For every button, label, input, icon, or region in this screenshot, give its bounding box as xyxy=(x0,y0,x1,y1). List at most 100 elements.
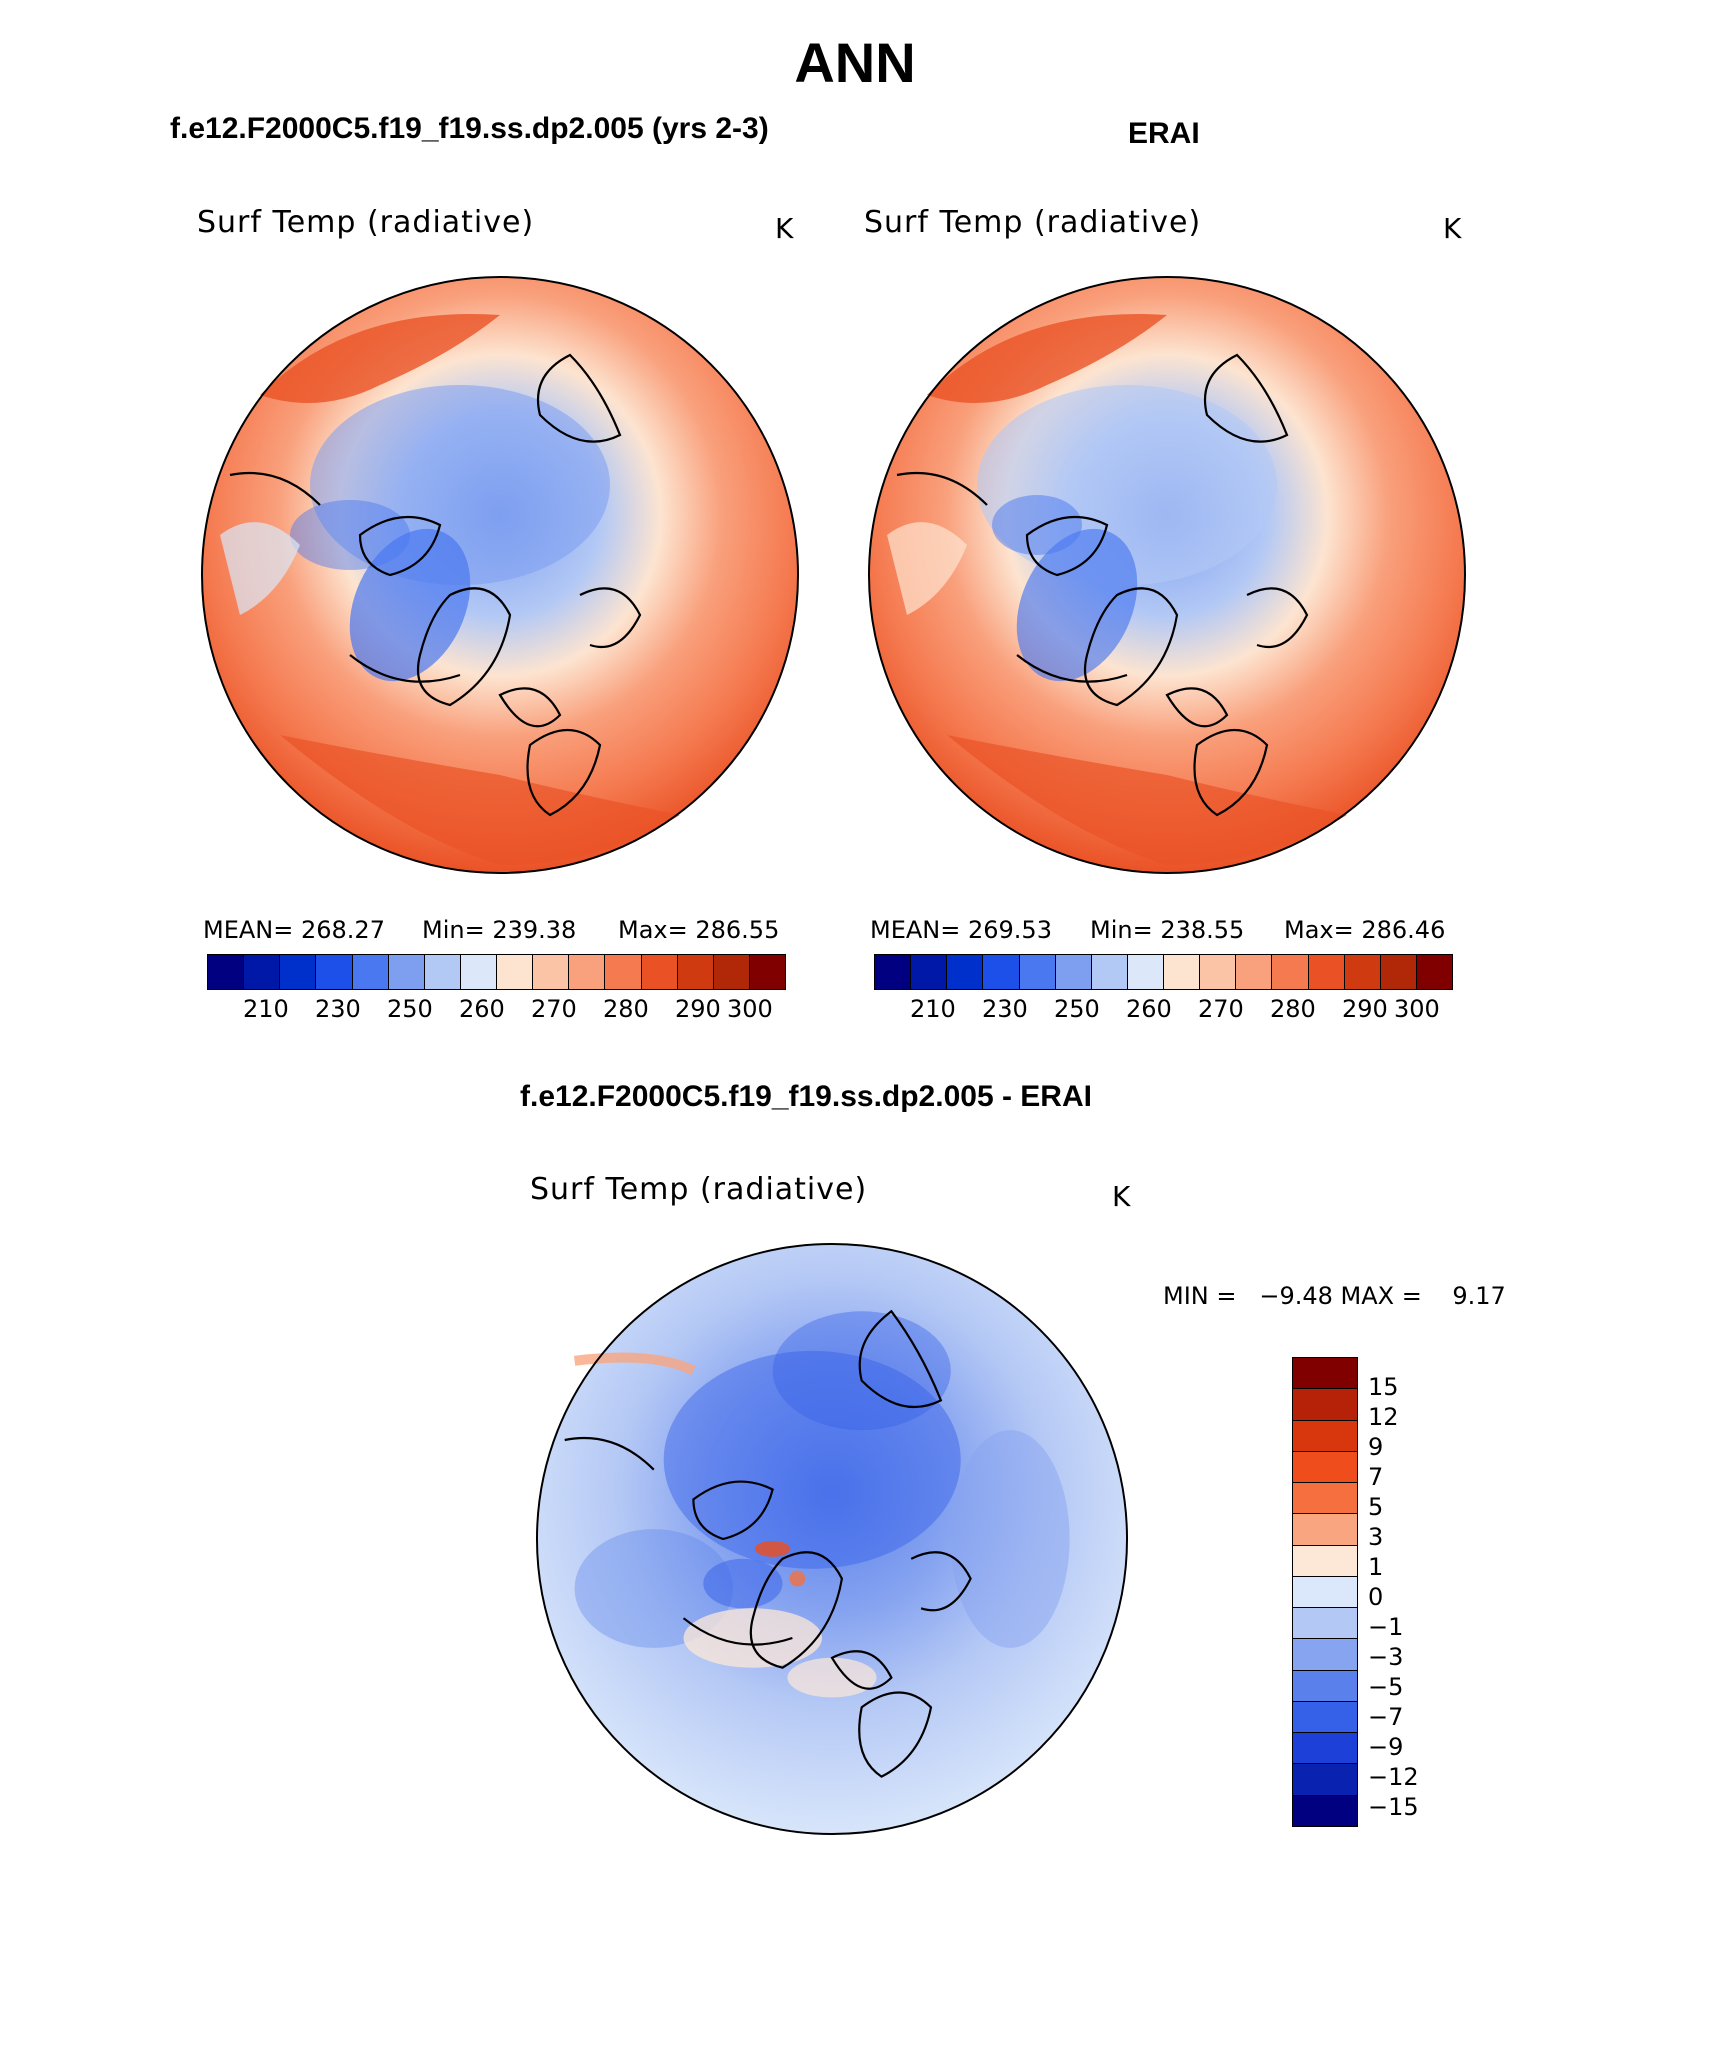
obs-cbar-tick: 260 xyxy=(1126,995,1172,1023)
obs-cbar-tick: 300 xyxy=(1394,995,1440,1023)
diff-colorbar-swatch xyxy=(1293,1420,1357,1452)
model-units: K xyxy=(775,212,794,245)
diff-colorbar-swatch xyxy=(1293,1701,1357,1734)
diff-cbar-tick: 7 xyxy=(1368,1463,1384,1491)
obs-polar-map xyxy=(868,276,1466,874)
diff-cbar-tick: 3 xyxy=(1368,1523,1384,1551)
obs-colorbar-swatch xyxy=(1127,955,1164,989)
diff-cbar-tick: −5 xyxy=(1368,1673,1404,1701)
diff-cbar-tick: −3 xyxy=(1368,1643,1404,1671)
model-max: Max= 286.55 xyxy=(618,916,780,944)
diff-cbar-tick: −12 xyxy=(1368,1763,1419,1791)
diff-min-max: MIN = −9.48 MAX = 9.17 xyxy=(1163,1282,1506,1310)
model-cbar-tick: 210 xyxy=(243,995,289,1023)
obs-colorbar xyxy=(874,954,1453,990)
diff-colorbar xyxy=(1292,1357,1358,1827)
obs-colorbar-swatch xyxy=(1344,955,1381,989)
diff-cbar-tick: −9 xyxy=(1368,1733,1404,1761)
model-cbar-tick: 260 xyxy=(459,995,505,1023)
obs-colorbar-swatch xyxy=(911,955,948,989)
model-colorbar-swatch xyxy=(569,955,606,989)
obs-case-title: ERAI xyxy=(1128,117,1200,150)
obs-colorbar-swatch xyxy=(1272,955,1309,989)
model-colorbar-swatch xyxy=(713,955,750,989)
model-case-title: f.e12.F2000C5.f19_f19.ss.dp2.005 (yrs 2-… xyxy=(170,112,769,145)
obs-colorbar-swatch xyxy=(983,955,1020,989)
obs-mean: MEAN= 269.53 xyxy=(870,916,1052,944)
diff-plot-label: Surf Temp (radiative) xyxy=(530,1172,868,1207)
diff-colorbar-swatch xyxy=(1293,1451,1357,1484)
model-colorbar-swatch xyxy=(208,955,245,989)
obs-colorbar-swatch xyxy=(1164,955,1201,989)
diff-cbar-tick: 12 xyxy=(1368,1403,1399,1431)
model-cbar-tick: 300 xyxy=(727,995,773,1023)
model-colorbar-swatch xyxy=(424,955,461,989)
obs-colorbar-swatch xyxy=(1200,955,1237,989)
diff-colorbar-swatch xyxy=(1293,1795,1357,1826)
diff-colorbar-swatch xyxy=(1293,1483,1357,1515)
obs-colorbar-swatch xyxy=(947,955,984,989)
model-mean: MEAN= 268.27 xyxy=(203,916,385,944)
diff-colorbar-swatch xyxy=(1293,1608,1357,1640)
obs-cbar-tick: 210 xyxy=(910,995,956,1023)
diff-colorbar-swatch xyxy=(1293,1358,1357,1390)
model-colorbar-swatch xyxy=(749,955,785,989)
diff-colorbar-swatch xyxy=(1293,1545,1357,1577)
model-colorbar-swatch xyxy=(280,955,317,989)
model-cbar-tick: 270 xyxy=(531,995,577,1023)
model-colorbar-swatch xyxy=(316,955,353,989)
obs-cbar-tick: 290 xyxy=(1342,995,1388,1023)
model-colorbar-swatch xyxy=(460,955,497,989)
diff-colorbar-swatch xyxy=(1293,1733,1357,1765)
diff-case-title: f.e12.F2000C5.f19_f19.ss.dp2.005 - ERAI xyxy=(520,1080,1092,1113)
model-colorbar-swatch xyxy=(244,955,281,989)
figure-title: ANN xyxy=(794,31,916,94)
diff-cbar-tick: 5 xyxy=(1368,1493,1384,1521)
diff-colorbar-swatch xyxy=(1293,1764,1357,1796)
model-colorbar-swatch xyxy=(605,955,642,989)
obs-min: Min= 238.55 xyxy=(1090,916,1245,944)
model-colorbar-swatch xyxy=(352,955,389,989)
diff-cbar-tick: −15 xyxy=(1368,1793,1419,1821)
obs-colorbar-swatch xyxy=(875,955,912,989)
model-colorbar-swatch xyxy=(533,955,570,989)
diff-cbar-tick: −1 xyxy=(1368,1613,1404,1641)
model-colorbar-swatch xyxy=(388,955,425,989)
obs-cbar-tick: 280 xyxy=(1270,995,1316,1023)
diff-cbar-tick: 15 xyxy=(1368,1373,1399,1401)
model-cbar-tick: 250 xyxy=(387,995,433,1023)
model-colorbar-swatch xyxy=(677,955,714,989)
model-plot-label: Surf Temp (radiative) xyxy=(197,205,535,240)
obs-cbar-tick: 230 xyxy=(982,995,1028,1023)
model-cbar-tick: 280 xyxy=(603,995,649,1023)
obs-colorbar-swatch xyxy=(1308,955,1345,989)
obs-colorbar-swatch xyxy=(1091,955,1128,989)
obs-plot-label: Surf Temp (radiative) xyxy=(864,205,1202,240)
diff-polar-map xyxy=(535,1242,1129,1836)
diff-cbar-tick: −7 xyxy=(1368,1703,1404,1731)
diff-cbar-tick: 1 xyxy=(1368,1553,1384,1581)
model-cbar-tick: 230 xyxy=(315,995,361,1023)
diff-colorbar-swatch xyxy=(1293,1389,1357,1421)
diff-colorbar-swatch xyxy=(1293,1670,1357,1702)
obs-colorbar-swatch xyxy=(1019,955,1056,989)
obs-cbar-tick: 270 xyxy=(1198,995,1244,1023)
obs-cbar-tick: 250 xyxy=(1054,995,1100,1023)
diff-colorbar-swatch xyxy=(1293,1514,1357,1546)
diff-cbar-tick: 0 xyxy=(1368,1583,1384,1611)
obs-colorbar-swatch xyxy=(1380,955,1417,989)
diff-cbar-tick: 9 xyxy=(1368,1433,1384,1461)
model-colorbar-swatch xyxy=(497,955,534,989)
model-colorbar-swatch xyxy=(641,955,678,989)
model-cbar-tick: 290 xyxy=(675,995,721,1023)
diff-units: K xyxy=(1112,1180,1131,1213)
obs-units: K xyxy=(1443,212,1462,245)
diff-colorbar-swatch xyxy=(1293,1639,1357,1671)
model-min: Min= 239.38 xyxy=(422,916,577,944)
model-polar-map xyxy=(201,276,799,874)
diff-colorbar-swatch xyxy=(1293,1576,1357,1609)
obs-max: Max= 286.46 xyxy=(1284,916,1446,944)
obs-colorbar-swatch xyxy=(1236,955,1273,989)
model-colorbar xyxy=(207,954,786,990)
obs-colorbar-swatch xyxy=(1055,955,1092,989)
